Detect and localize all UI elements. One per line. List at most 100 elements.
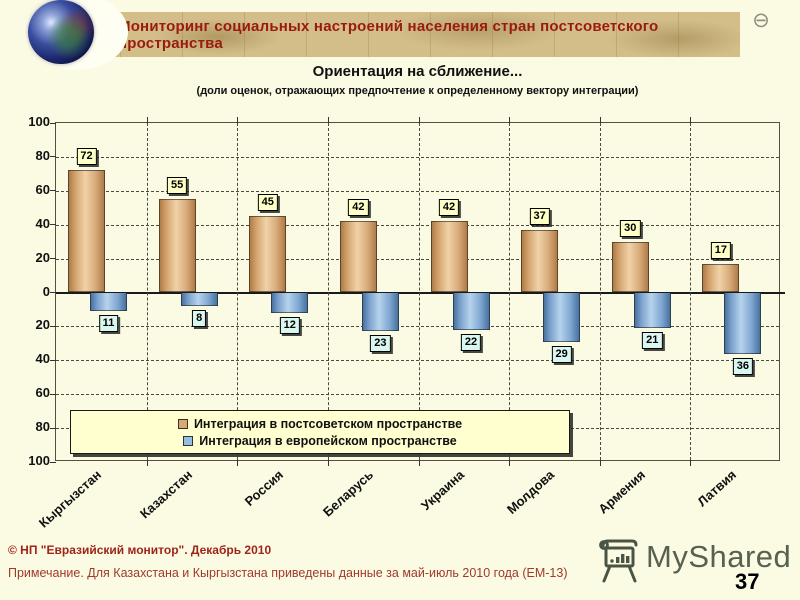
y-axis-tick xyxy=(50,427,56,429)
legend-item-postsoviet: Интеграция в постсоветском пространстве xyxy=(71,417,569,431)
x-axis-tick xyxy=(690,117,692,123)
y-axis-label: 80 xyxy=(35,147,50,163)
bar-value-label-european: 21 xyxy=(642,332,663,350)
legend: Интеграция в постсоветском пространстве … xyxy=(70,410,570,454)
y-axis-tick xyxy=(50,258,56,260)
y-axis-tick xyxy=(50,122,56,124)
x-axis-tick xyxy=(146,460,148,466)
bar-european-Латвия xyxy=(724,292,762,354)
x-axis-tick xyxy=(237,117,239,123)
gridline-horizontal xyxy=(56,394,779,396)
gridline-horizontal xyxy=(56,190,779,192)
legend-item-european: Интеграция в европейском пространстве xyxy=(71,434,569,448)
globe-icon xyxy=(28,0,94,64)
bar-postsoviet-Украина xyxy=(430,221,468,293)
bar-postsoviet-Россия xyxy=(249,216,287,293)
header-banner: Мониторинг социальных настроений населен… xyxy=(58,12,740,57)
footer-note: Примечание. Для Казахстана и Кыргызстана… xyxy=(8,566,568,580)
bar-postsoviet-Казахстан xyxy=(158,199,196,293)
gridline-horizontal xyxy=(56,258,779,260)
bar-value-label-european: 36 xyxy=(732,357,753,375)
gridline-vertical xyxy=(690,123,692,460)
y-axis-tick xyxy=(50,292,56,293)
bar-european-Россия xyxy=(271,292,309,313)
gridline-vertical xyxy=(509,123,511,460)
y-axis-tick xyxy=(50,224,56,226)
gridline-vertical xyxy=(146,123,148,460)
gridline-vertical xyxy=(418,123,420,460)
chart-subtitle: (доли оценок, отражающих предпочтение к … xyxy=(196,85,639,97)
y-axis-tick xyxy=(50,325,56,327)
x-axis-tick xyxy=(509,460,511,466)
y-axis-tick xyxy=(50,190,56,192)
bar-postsoviet-Латвия xyxy=(702,263,740,293)
bar-value-label-postsoviet: 72 xyxy=(76,148,97,166)
y-axis-label: 60 xyxy=(35,181,50,197)
watermark-brand: MyShared xyxy=(646,539,792,574)
y-axis-tick xyxy=(50,393,56,395)
x-axis-tick xyxy=(509,117,511,123)
x-axis-tick xyxy=(146,117,148,123)
x-axis-tick xyxy=(327,117,329,123)
bar-value-label-european: 29 xyxy=(551,345,572,363)
chart-title: Ориентация на сближение... xyxy=(312,63,523,80)
y-axis-label: 40 xyxy=(35,215,50,231)
y-axis-label: 100 xyxy=(28,453,50,468)
bar-postsoviet-Беларусь xyxy=(339,221,377,293)
x-axis-tick xyxy=(418,460,420,466)
gridline-horizontal xyxy=(56,326,779,328)
bar-value-label-european: 11 xyxy=(98,315,119,333)
y-axis-tick xyxy=(50,461,56,463)
gridline-horizontal xyxy=(56,156,779,158)
x-axis-tick xyxy=(599,117,601,123)
bar-postsoviet-Армения xyxy=(611,241,649,293)
bar-european-Украина xyxy=(452,292,490,330)
bar-value-label-postsoviet: 42 xyxy=(438,199,460,217)
footer-copyright: © НП "Евразийский монитор". Декабрь 2010 xyxy=(8,543,272,557)
y-axis-label: 20 xyxy=(35,317,50,333)
y-axis-label: 0 xyxy=(42,283,50,299)
gridline-vertical xyxy=(599,123,601,460)
x-axis-tick xyxy=(599,460,601,466)
legend-label-european: Интеграция в европейском пространстве xyxy=(199,433,457,448)
bar-european-Беларусь xyxy=(361,292,399,332)
zero-axis-line xyxy=(56,291,779,294)
bar-postsoviet-Кыргызстан xyxy=(68,170,105,293)
bar-european-Кыргызстан xyxy=(90,292,127,312)
slide-title: Мониторинг социальных настроений населен… xyxy=(118,17,659,52)
page-number: 37 xyxy=(735,569,760,594)
gridline-horizontal xyxy=(56,224,779,226)
easel-chart-icon xyxy=(599,539,638,583)
bar-european-Казахстан xyxy=(180,292,218,307)
y-axis-tick xyxy=(50,156,56,158)
bar-value-label-postsoviet: 17 xyxy=(710,241,731,259)
y-axis-label: 60 xyxy=(35,385,50,401)
x-axis-tick xyxy=(418,117,420,123)
bar-value-label-european: 22 xyxy=(460,333,482,351)
myshared-watermark: MyShared xyxy=(598,537,791,585)
bar-value-label-postsoviet: 55 xyxy=(167,177,188,195)
gridline-vertical xyxy=(327,123,329,460)
legend-swatch-postsoviet xyxy=(177,418,188,429)
bar-value-label-postsoviet: 42 xyxy=(348,199,369,217)
x-axis-tick xyxy=(327,460,329,466)
gridline-horizontal xyxy=(56,360,779,362)
zero-axis-tick xyxy=(779,291,785,294)
legend-swatch-european xyxy=(183,435,194,446)
y-axis-tick xyxy=(50,359,56,361)
bar-european-Армения xyxy=(633,292,671,329)
bar-value-label-european: 8 xyxy=(192,310,207,328)
bar-value-label-postsoviet: 45 xyxy=(257,194,278,212)
bar-value-label-european: 23 xyxy=(370,335,391,353)
legend-label-postsoviet: Интеграция в постсоветском пространстве xyxy=(193,416,463,431)
x-axis-tick xyxy=(690,460,692,466)
y-axis-label: 20 xyxy=(35,249,50,265)
y-axis-label: 100 xyxy=(28,114,50,129)
y-axis-label: 40 xyxy=(35,351,50,367)
plot-area: 72 11 55 8 45 12 42 23 42 22 37 29 30 21 17 36 xyxy=(50,117,785,466)
x-axis-tick xyxy=(237,460,239,466)
bar-value-label-postsoviet: 37 xyxy=(529,207,550,225)
bar-value-label-postsoviet: 30 xyxy=(620,219,641,237)
gridline-vertical xyxy=(237,123,239,460)
bar-european-Молдова xyxy=(543,292,581,342)
